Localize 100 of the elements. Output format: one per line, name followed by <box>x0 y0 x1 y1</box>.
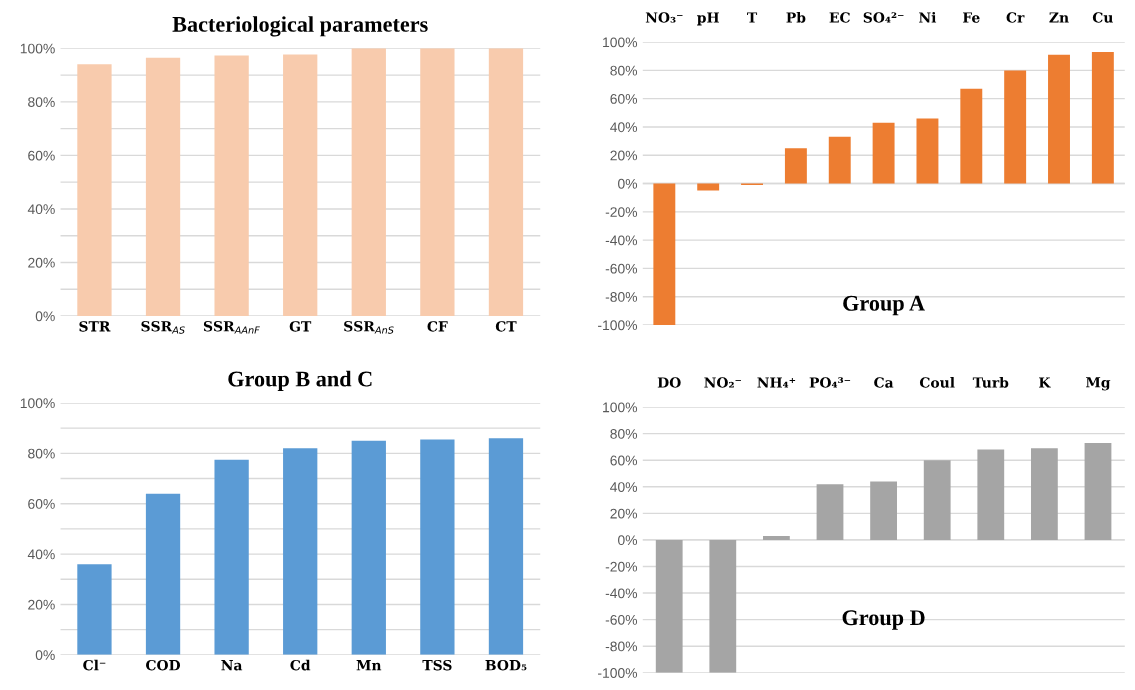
y-tick-label: 80% <box>28 97 55 108</box>
bar <box>697 183 720 191</box>
y-tick-label: 80% <box>28 448 55 459</box>
bar <box>763 535 790 540</box>
y-tick-label: -40% <box>605 588 638 599</box>
y-tick-label: 0% <box>618 535 638 546</box>
x-tick-label: pH <box>697 12 719 26</box>
y-tick-label: -20% <box>605 207 638 217</box>
y-tick-label: 40% <box>27 204 55 215</box>
x-tick-label: Ca <box>874 377 894 388</box>
bar <box>816 484 844 540</box>
chart-title: Bacteriological parameters <box>172 16 428 37</box>
x-tick-label: K <box>1039 377 1051 388</box>
bar <box>283 54 318 317</box>
bar <box>351 440 386 655</box>
bar <box>420 48 455 317</box>
y-tick-label: 40% <box>27 549 55 560</box>
text: Group D <box>842 610 925 630</box>
chart-title: Group B and C <box>228 370 372 392</box>
x-tick-label: COD <box>146 659 181 671</box>
y-tick-label: 0% <box>618 178 638 189</box>
bar <box>283 448 318 655</box>
y-tick-label: -60% <box>605 614 638 625</box>
x-tick-label: DO <box>657 377 681 388</box>
y-tick-label: -100% <box>598 320 638 331</box>
bar <box>784 148 807 184</box>
x-tick-label: NH₄⁺ <box>757 377 796 388</box>
bar <box>1048 54 1070 184</box>
x-tick-label: Cl⁻ <box>83 659 106 671</box>
x-tick-label: GT <box>289 321 312 332</box>
bar <box>977 449 1005 540</box>
x-tick-label: Fe <box>962 12 980 23</box>
y-tick-label: -100% <box>598 668 638 678</box>
y-tick-label: 100% <box>603 402 638 413</box>
y-tick-label: 60% <box>28 150 55 161</box>
bar <box>870 481 897 540</box>
y-tick-label: 20% <box>610 150 638 161</box>
bar <box>420 439 455 655</box>
x-tick-label: Pb <box>786 11 806 23</box>
bar <box>960 88 983 184</box>
y-tick-label: 20% <box>28 257 55 268</box>
y-tick-label: -60% <box>605 263 638 274</box>
y-tick-label: 40% <box>610 122 638 133</box>
x-tick-label: SSR$_{AAnF}$ <box>203 321 260 334</box>
y-tick-label: 20% <box>28 599 55 610</box>
y-tick-label: 0% <box>35 650 55 660</box>
x-tick-label: Turb <box>972 376 1009 388</box>
bar <box>655 539 683 673</box>
bar <box>145 57 181 317</box>
bar <box>351 48 386 317</box>
y-tick-label: -20% <box>605 561 638 572</box>
y-tick-label: -40% <box>605 235 638 246</box>
bar <box>1030 448 1058 540</box>
bar <box>1091 51 1114 184</box>
y-tick-label: -80% <box>605 292 638 302</box>
x-tick-label: SSR$_{AnS}$ <box>344 321 394 334</box>
bar <box>1004 70 1027 184</box>
bar <box>488 48 524 317</box>
x-tick-label: Coul <box>919 376 955 388</box>
bar <box>828 136 851 184</box>
x-tick-label: Mg <box>1086 377 1111 391</box>
bar <box>214 459 249 655</box>
x-tick-label: TSS <box>422 659 452 671</box>
y-tick-label: 20% <box>610 508 638 519</box>
x-tick-label: NO₂⁻ <box>704 377 741 388</box>
x-tick-label: CF <box>427 321 448 332</box>
bar <box>653 183 676 325</box>
x-tick-label: STR <box>79 321 111 332</box>
x-tick-label: Na <box>221 660 243 671</box>
bar <box>77 564 112 655</box>
y-tick-label: 60% <box>610 94 638 104</box>
x-tick-label: SO₄²⁻ <box>863 12 904 23</box>
text: Group A <box>843 295 925 316</box>
y-tick-label: -80% <box>605 641 638 652</box>
x-tick-label: EC <box>829 12 850 23</box>
x-tick-label: Zn <box>1049 12 1069 23</box>
y-tick-label: 80% <box>610 65 638 76</box>
bar <box>916 118 939 184</box>
bar <box>488 438 524 655</box>
x-tick-label: Ni <box>919 11 937 23</box>
x-tick-label: SSR$_{AS}$ <box>141 321 185 334</box>
y-tick-label: 60% <box>610 455 638 466</box>
x-tick-label: BOD₅ <box>485 659 527 671</box>
bar <box>1084 442 1112 540</box>
x-tick-label: CT <box>495 321 517 332</box>
x-tick-label: Cu <box>1092 12 1113 23</box>
bar <box>145 493 181 655</box>
bar <box>923 460 951 540</box>
x-tick-label: T <box>747 12 758 23</box>
x-tick-label: PO₄³⁻ <box>809 377 851 388</box>
bar <box>77 64 112 317</box>
bar <box>709 539 737 673</box>
y-tick-label: 0% <box>35 311 55 322</box>
y-tick-label: 100% <box>603 37 638 48</box>
y-tick-label: 100% <box>20 398 55 409</box>
y-tick-label: 60% <box>28 499 55 509</box>
x-tick-label: NO₃⁻ <box>645 12 683 23</box>
bar <box>872 122 895 184</box>
x-tick-label: Mn <box>356 660 382 671</box>
bar <box>214 55 249 317</box>
